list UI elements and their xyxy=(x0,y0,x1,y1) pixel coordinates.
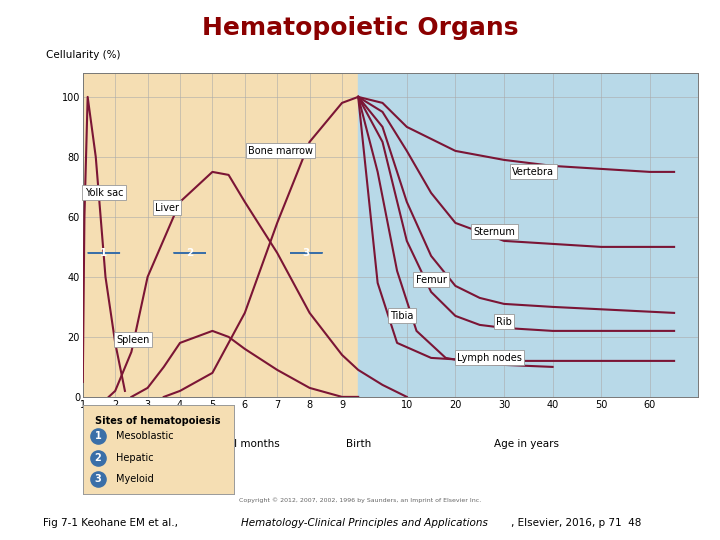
Text: Hematopoietic Organs: Hematopoietic Organs xyxy=(202,16,518,40)
Text: Cellularity (%): Cellularity (%) xyxy=(46,50,120,60)
Text: Fig 7-1 Keohane EM et al.,: Fig 7-1 Keohane EM et al., xyxy=(43,518,181,528)
Text: Rib: Rib xyxy=(496,317,512,327)
Text: 3: 3 xyxy=(302,248,310,258)
Text: 3: 3 xyxy=(94,474,102,484)
Text: 1: 1 xyxy=(100,248,107,258)
Text: Spleen: Spleen xyxy=(117,335,150,345)
Text: Mesoblastic: Mesoblastic xyxy=(116,431,174,441)
Text: Copyright © 2012, 2007, 2002, 1996 by Saunders, an Imprint of Elsevier Inc.: Copyright © 2012, 2007, 2002, 1996 by Sa… xyxy=(239,498,481,503)
Bar xyxy=(359,73,698,397)
Text: Liver: Liver xyxy=(155,203,179,213)
Point xyxy=(92,475,104,483)
Text: Age in years: Age in years xyxy=(493,439,559,449)
Text: Hematology-Clinical Principles and Applications: Hematology-Clinical Principles and Appli… xyxy=(241,518,488,528)
Text: Sites of hematopoiesis: Sites of hematopoiesis xyxy=(95,416,220,426)
Text: Tibia: Tibia xyxy=(390,311,413,321)
Text: Lymph nodes: Lymph nodes xyxy=(457,353,522,363)
Text: Fetal months: Fetal months xyxy=(212,439,280,449)
Text: 2: 2 xyxy=(94,453,102,463)
Text: Myeloid: Myeloid xyxy=(116,474,154,484)
Text: Vertebra: Vertebra xyxy=(512,167,554,177)
Bar xyxy=(83,73,359,397)
Point xyxy=(92,432,104,441)
Point xyxy=(92,453,104,462)
Text: Yolk sac: Yolk sac xyxy=(85,188,123,198)
Text: 2: 2 xyxy=(186,248,194,258)
Text: Birth: Birth xyxy=(346,439,371,449)
Text: Bone marrow: Bone marrow xyxy=(248,146,313,156)
Text: , Elsevier, 2016, p 71  48: , Elsevier, 2016, p 71 48 xyxy=(511,518,642,528)
Text: Femur: Femur xyxy=(415,275,446,285)
Text: 1: 1 xyxy=(94,431,102,441)
Text: Hepatic: Hepatic xyxy=(116,453,153,463)
Text: Sternum: Sternum xyxy=(473,227,516,237)
